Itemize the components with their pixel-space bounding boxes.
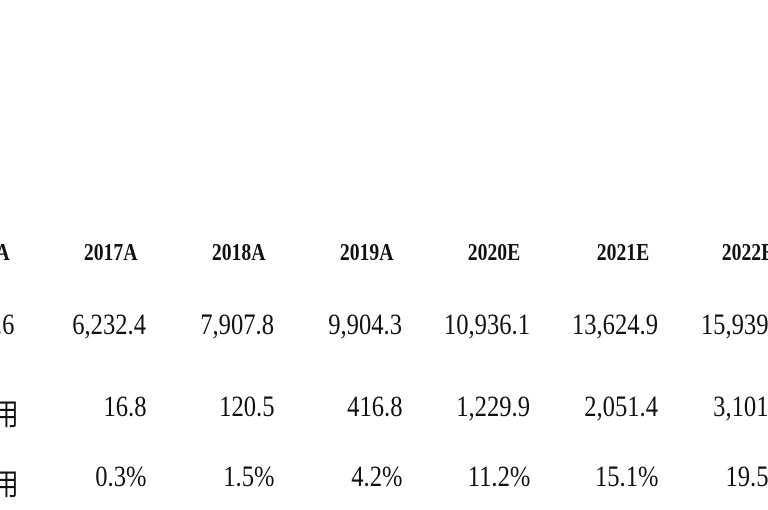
- row1-2020e: 10,936.1: [443, 308, 530, 341]
- row3-2020e: 11.2%: [467, 460, 530, 493]
- row1-2017a: 6,232.4: [72, 308, 146, 341]
- header-2018a: 2018A: [211, 240, 266, 266]
- header-2022e: 2022E: [721, 240, 768, 266]
- header-2019a: 2019A: [339, 240, 394, 266]
- row2-label: 用: [0, 390, 19, 434]
- row2-2020e: 1,229.9: [456, 390, 530, 423]
- row1-2018a: 7,907.8: [200, 308, 274, 341]
- header-2017a: 2017A: [83, 240, 138, 266]
- row3-2017a: 0.3%: [94, 460, 146, 493]
- header-2021e: 2021E: [596, 240, 650, 266]
- row1-2019a: 9,904.3: [328, 308, 402, 341]
- row3-2022e: 19.5: [724, 460, 768, 493]
- row3-2019a: 4.2%: [350, 460, 402, 493]
- row3-2021e: 15.1%: [594, 460, 658, 493]
- row1-label: .6: [0, 308, 15, 341]
- row2-2017a: 16.8: [102, 390, 146, 423]
- header-cut-cell: A: [0, 240, 10, 267]
- row3-label: 用: [0, 460, 19, 504]
- row1-2022e: 15,939: [700, 308, 768, 341]
- row2-2021e: 2,051.4: [584, 390, 658, 423]
- row1-2021e: 13,624.9: [571, 308, 658, 341]
- row3-2018a: 1.5%: [222, 460, 274, 493]
- row2-2019a: 416.8: [346, 390, 402, 423]
- row2-2022e: 3,101: [712, 390, 768, 423]
- row2-2018a: 120.5: [218, 390, 274, 423]
- header-2020e: 2020E: [467, 240, 521, 266]
